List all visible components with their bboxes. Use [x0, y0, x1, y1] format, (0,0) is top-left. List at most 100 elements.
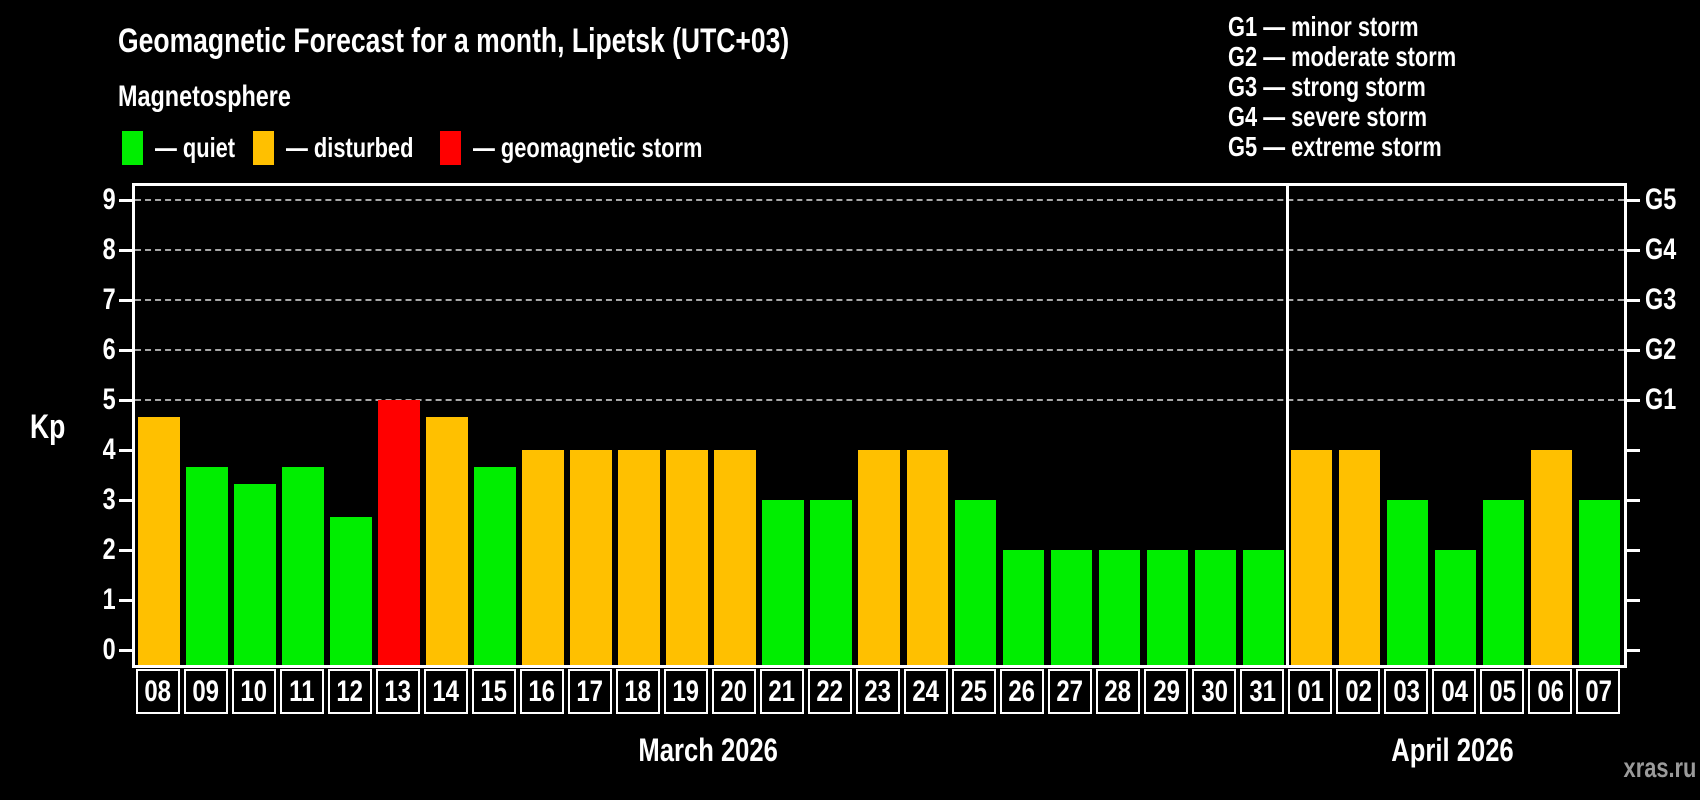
- g-legend-line-2: G2 — moderate storm: [1228, 42, 1521, 72]
- day-label-text: 05: [1489, 675, 1516, 708]
- kp-bar-march-09: [186, 466, 228, 665]
- day-label-cell-15: 15: [471, 669, 516, 714]
- day-label-text: 03: [1392, 675, 1420, 708]
- day-label-cell-28: 28: [1096, 669, 1141, 714]
- g-legend-line-text: G5 — extreme storm: [1228, 131, 1442, 162]
- legend-label-quiet: — quiet: [155, 132, 258, 164]
- kp-bar-april-03: [1386, 500, 1429, 665]
- y-axis-label-5: 5: [56, 380, 116, 420]
- day-label-cell-04: 04: [1432, 669, 1477, 714]
- day-label-cell-22: 22: [807, 669, 852, 714]
- kp-bar-march-24: [906, 450, 949, 665]
- kp-bar-march-15: [474, 466, 516, 665]
- legend-swatch-storm: [440, 131, 461, 165]
- kp-bar-march-18: [618, 450, 660, 665]
- day-label-cell-10: 10: [231, 669, 276, 714]
- y-axis-label-text: 6: [102, 333, 116, 366]
- day-label-cell-09: 09: [183, 669, 228, 714]
- day-label-text: 26: [1008, 675, 1036, 708]
- day-label-cell-26: 26: [1000, 669, 1045, 714]
- right-axis-label-g2: G2: [1645, 330, 1700, 370]
- kp-bar-march-21: [762, 500, 804, 665]
- y-axis-label-text: 2: [102, 533, 116, 566]
- day-label-text: 23: [864, 675, 892, 708]
- y-axis-title-text: Kp: [30, 408, 66, 446]
- day-label-text: 24: [912, 675, 940, 708]
- kp-bar-april-05: [1482, 500, 1525, 665]
- day-label-text: 14: [432, 675, 460, 708]
- day-label-cell-20: 20: [711, 669, 756, 714]
- y-tick-right-4: [1627, 449, 1640, 452]
- day-label-cell-16: 16: [519, 669, 564, 714]
- day-label-cell-17: 17: [567, 669, 612, 714]
- kp-bar-march-26: [1002, 550, 1045, 665]
- y-tick-left-4: [119, 449, 132, 452]
- right-axis-label-g1: G1: [1645, 380, 1700, 420]
- day-label-text: 13: [384, 675, 412, 708]
- gridline-kp5: [135, 399, 1624, 401]
- y-tick-right-9: [1627, 199, 1640, 202]
- right-axis-label-text: G4: [1645, 233, 1677, 266]
- kp-bar-april-02: [1338, 450, 1381, 665]
- legend-item-storm: — geomagnetic storm: [440, 130, 767, 166]
- day-label-cell-27: 27: [1048, 669, 1093, 714]
- kp-bar-april-07: [1578, 500, 1621, 665]
- month-label-text: March 2026: [638, 732, 779, 768]
- plot-area: [132, 183, 1627, 668]
- kp-bar-april-04: [1434, 550, 1477, 665]
- day-label-cell-21: 21: [759, 669, 804, 714]
- x-axis-day-row: 08 09 10 11 12 13 14 15 16 17 18 19 20 21 22 23 24 25 26 27…: [132, 668, 1627, 715]
- y-tick-left-8: [119, 249, 132, 252]
- y-tick-left-7: [119, 299, 132, 302]
- day-label-text: 29: [1152, 675, 1180, 708]
- day-label-text: 27: [1056, 675, 1084, 708]
- legend-label-disturbed: — disturbed: [286, 132, 449, 164]
- day-label-cell-30: 30: [1192, 669, 1237, 714]
- day-label-cell-14: 14: [423, 669, 468, 714]
- day-label-cell-12: 12: [327, 669, 372, 714]
- day-label-text: 28: [1104, 675, 1132, 708]
- legend-item-quiet: — quiet: [122, 130, 258, 166]
- g-legend-line-3: G3 — strong storm: [1228, 72, 1521, 102]
- kp-bar-march-23: [858, 450, 900, 665]
- kp-bar-march-28: [1098, 550, 1141, 665]
- kp-bar-march-20: [714, 450, 756, 665]
- day-label-cell-05: 05: [1480, 669, 1525, 714]
- day-label-cell-18: 18: [615, 669, 660, 714]
- y-tick-right-0: [1627, 649, 1640, 652]
- day-label-text: 12: [336, 675, 363, 708]
- right-axis-label-g5: G5: [1645, 180, 1700, 220]
- g-legend-line-4: G4 — severe storm: [1228, 102, 1521, 132]
- y-axis-label-7: 7: [56, 280, 116, 320]
- day-label-cell-07: 07: [1576, 669, 1621, 714]
- kp-bar-march-11: [282, 466, 324, 665]
- y-axis-label-text: 8: [102, 233, 116, 266]
- y-axis-label-3: 3: [56, 480, 116, 520]
- day-label-text: 07: [1585, 675, 1612, 708]
- month-label-0: March 2026: [132, 730, 1285, 770]
- day-label-cell-23: 23: [855, 669, 900, 714]
- y-tick-right-7: [1627, 299, 1640, 302]
- y-tick-right-5: [1627, 399, 1640, 402]
- day-label-text: 09: [192, 675, 219, 708]
- day-label-cell-13: 13: [375, 669, 420, 714]
- day-label-cell-08: 08: [135, 669, 180, 714]
- g-legend-line-1: G1 — minor storm: [1228, 12, 1521, 42]
- kp-bar-march-22: [810, 500, 852, 665]
- kp-bar-march-30: [1194, 550, 1237, 665]
- day-label-cell-25: 25: [952, 669, 997, 714]
- legend-label-text: — quiet: [155, 132, 236, 163]
- month-label-1: April 2026: [1285, 730, 1621, 770]
- gridline-kp9: [135, 199, 1624, 201]
- day-label-cell-02: 02: [1336, 669, 1381, 714]
- legend-label-storm: — geomagnetic storm: [473, 132, 767, 164]
- kp-bar-march-13: [378, 400, 420, 665]
- watermark-text: xras.ru: [1623, 752, 1696, 783]
- legend-swatch-quiet: [122, 131, 143, 165]
- y-axis-label-4: 4: [56, 430, 116, 470]
- kp-bar-march-16: [522, 450, 564, 665]
- y-axis-label-text: 4: [102, 433, 116, 466]
- y-axis-label-text: 1: [102, 583, 116, 616]
- y-axis-label-0: 0: [56, 630, 116, 670]
